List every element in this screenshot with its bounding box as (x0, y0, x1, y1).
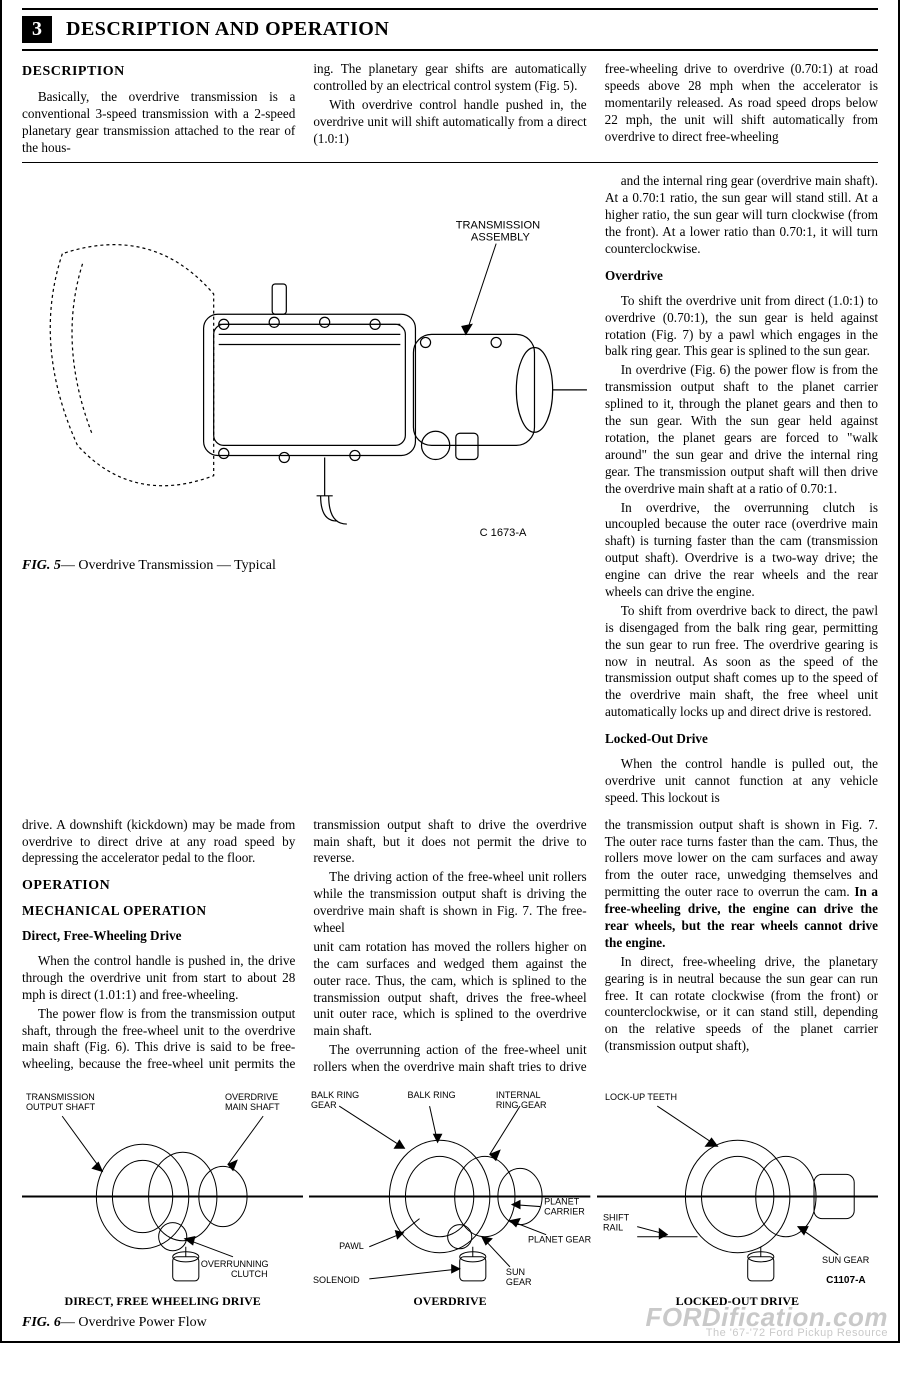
intro-p2: ing. The planetary gear shifts are autom… (313, 61, 586, 95)
svg-text:CARRIER: CARRIER (544, 1207, 585, 1217)
heading-locked-out: Locked-Out Drive (605, 731, 878, 748)
svg-text:RAIL: RAIL (603, 1223, 623, 1233)
b-p2: When the control handle is pushed in, th… (22, 953, 295, 1004)
heading-description: DESCRIPTION (22, 63, 295, 81)
r-p2: To shift the overdrive unit from direct … (605, 293, 878, 361)
section-title: DESCRIPTION AND OPERATION (66, 18, 389, 41)
fig6b-svg: BALK RING GEAR BALK RING INTERNAL RING G… (309, 1086, 590, 1287)
r-p6: When the control handle is pulled out, t… (605, 756, 878, 807)
right-column-beside-fig5: and the internal ring gear (overdrive ma… (605, 173, 878, 808)
fig6a-title: DIRECT, FREE WHEELING DRIVE (22, 1294, 303, 1309)
fig5-label-line1: TRANSMISSION (456, 220, 540, 232)
top-rule (22, 8, 878, 10)
fig6c-lbl-shiftrail1: SHIFT (603, 1213, 630, 1223)
svg-text:GEAR: GEAR (506, 1277, 532, 1287)
fig6a-lbl2a: OVERDRIVE (225, 1092, 278, 1102)
fig6b-lbl-planetcarrier1: PLANET (544, 1197, 580, 1207)
fig6b-lbl-solenoid: SOLENOID (313, 1275, 360, 1285)
heading-mech-op: MECHANICAL OPERATION (22, 903, 295, 920)
fig6-id: C1107-A (826, 1275, 866, 1286)
b-p1: drive. A downshift (kickdown) may be mad… (22, 817, 295, 868)
fig6a-lbl3b: CLUTCH (231, 1269, 268, 1279)
fig6b-lbl-balkring: BALK RING (408, 1090, 456, 1100)
fig5-caption-text: — Overdrive Transmission — Typical (61, 558, 276, 573)
r-p5: To shift from overdrive back to direct, … (605, 603, 878, 721)
fig6b-lbl-pawl: PAWL (339, 1241, 364, 1251)
rule-under-intro (22, 162, 878, 163)
fig6b-lbl-sungear1: SUN (506, 1267, 525, 1277)
fig6b-lbl-planetgear: PLANET GEAR (528, 1235, 590, 1245)
fig6-caption: FIG. 6— Overdrive Power Flow (22, 1315, 878, 1331)
fig6c-lbl-lockup: LOCK-UP TEETH (605, 1092, 677, 1102)
fig6-number: FIG. 6 (22, 1315, 61, 1330)
fig6a-svg: TRANSMISSION OUTPUT SHAFT OVERDRIVE MAIN… (22, 1086, 303, 1287)
fig5-caption: FIG. 5— Overdrive Transmission — Typical (22, 558, 587, 574)
heading-direct-free: Direct, Free-Wheeling Drive (22, 928, 295, 945)
fig6a-lbl1b: OUTPUT SHAFT (26, 1102, 96, 1112)
fig6a-lbl3a: OVERRUNNING (201, 1259, 269, 1269)
fig5-number: FIG. 5 (22, 558, 61, 573)
r-p4: In overdrive, the overrunning clutch is … (605, 500, 878, 601)
r-p3: In overdrive (Fig. 6) the power flow is … (605, 362, 878, 497)
transmission-assembly-svg: TRANSMISSION ASSEMBLY C 1673-A (22, 173, 587, 546)
fig6-panel-b: BALK RING GEAR BALK RING INTERNAL RING G… (309, 1086, 590, 1309)
fig6b-lbl-balkringgear: BALK RING (311, 1090, 359, 1100)
fig6c-lbl-sungear: SUN GEAR (822, 1255, 870, 1265)
heading-operation: OPERATION (22, 877, 295, 895)
fig6c-svg: LOCK-UP TEETH SHIFT RAIL SUN GEAR C1107-… (597, 1086, 878, 1287)
intro-columns: DESCRIPTION Basically, the overdrive tra… (22, 61, 878, 156)
b-p4: The driving action of the free-wheel uni… (313, 869, 586, 937)
fig6-panel-c: LOCK-UP TEETH SHIFT RAIL SUN GEAR C1107-… (597, 1086, 878, 1309)
fig5-figure: TRANSMISSION ASSEMBLY C 1673-A FIG. 5— O… (22, 173, 587, 808)
fig6a-lbl1a: TRANSMISSION (26, 1092, 95, 1102)
body-columns: drive. A downshift (kickdown) may be mad… (22, 817, 878, 1076)
fig6b-lbl-internal: INTERNAL (496, 1090, 541, 1100)
intro-p4: free-wheeling drive to overdrive (0.70:1… (605, 61, 878, 145)
fig6-caption-text: — Overdrive Power Flow (61, 1315, 207, 1330)
section-header: 3 DESCRIPTION AND OPERATION (22, 14, 878, 51)
fig5-id: C 1673-A (480, 528, 527, 540)
intro-p3: With overdrive control handle pushed in,… (313, 97, 586, 148)
fig6c-title: LOCKED-OUT DRIVE (597, 1294, 878, 1309)
heading-overdrive: Overdrive (605, 268, 878, 285)
fig6-panel-a: TRANSMISSION OUTPUT SHAFT OVERDRIVE MAIN… (22, 1086, 303, 1309)
fig6a-lbl2b: MAIN SHAFT (225, 1102, 280, 1112)
intro-p1: Basically, the overdrive transmission is… (22, 89, 295, 157)
fig5-drawing: TRANSMISSION ASSEMBLY C 1673-A (22, 173, 587, 551)
fig5-label-line2: ASSEMBLY (471, 232, 531, 244)
svg-text:GEAR: GEAR (311, 1100, 337, 1110)
b-p5: unit cam rotation has moved the rollers … (313, 939, 586, 1040)
r-p1: and the internal ring gear (overdrive ma… (605, 173, 878, 257)
section-number-box: 3 (22, 16, 52, 43)
fig6b-title: OVERDRIVE (309, 1294, 590, 1309)
b-p7: In direct, free-wheeling drive, the plan… (605, 954, 878, 1055)
manual-page: 3 DESCRIPTION AND OPERATION DESCRIPTION … (0, 0, 900, 1343)
fig6-panels: TRANSMISSION OUTPUT SHAFT OVERDRIVE MAIN… (22, 1086, 878, 1309)
fig5-row: TRANSMISSION ASSEMBLY C 1673-A FIG. 5— O… (22, 173, 878, 808)
svg-text:RING GEAR: RING GEAR (496, 1100, 547, 1110)
